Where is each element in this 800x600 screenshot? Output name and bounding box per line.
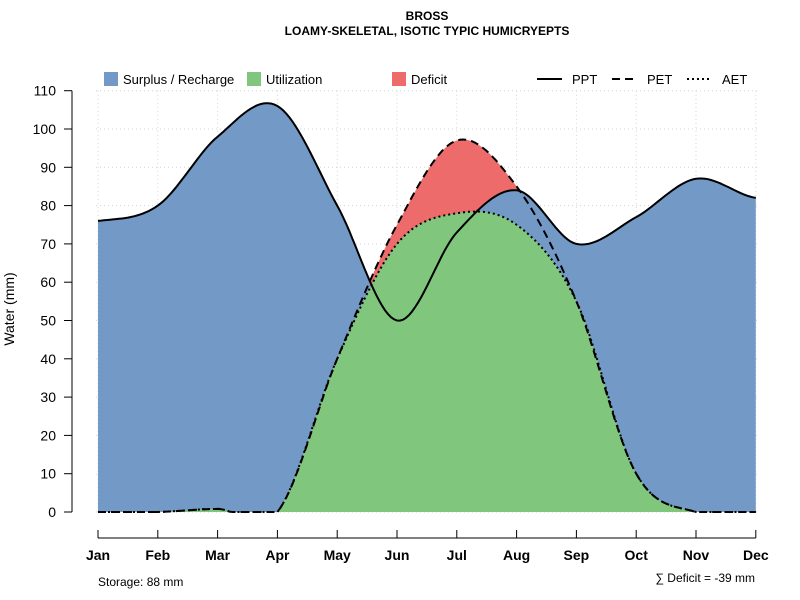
x-tick-label: Apr [265,547,290,563]
chart-title: BROSS [406,9,449,23]
x-axis: Jan Feb Mar Apr May Jun Jul Aug Sep Oct Nov Dec [86,530,769,563]
x-tick-label: Jul [447,547,467,563]
y-tick-label: 70 [40,236,56,252]
series-lines [97,102,756,513]
x-tick-label: Aug [503,547,530,563]
legend-label-pet: PET [647,72,672,87]
y-tick-label: 40 [40,351,56,367]
x-tick-label: Nov [683,547,710,563]
y-tick-label: 0 [48,504,56,520]
utilization-area [98,211,756,512]
legend-swatch-utilization [247,72,261,86]
x-tick-label: May [324,547,351,563]
legend-label-deficit: Deficit [411,72,448,87]
chart-legend: Surplus / Recharge Utilization Deficit P… [104,72,747,87]
y-tick-label: 80 [40,198,56,214]
y-tick-label: 10 [40,466,56,482]
y-tick-label: 110 [34,83,57,99]
x-tick-label: Sep [564,547,590,563]
x-tick-label: Oct [625,547,649,563]
legend-swatch-deficit [392,72,406,86]
x-tick-label: Feb [145,547,170,563]
legend-label-aet: AET [722,72,747,87]
storage-note: Storage: 88 mm [98,575,183,589]
area-fills [98,103,756,512]
legend-label-utilization: Utilization [266,72,322,87]
y-tick-label: 20 [40,427,56,443]
y-tick-label: 50 [40,313,56,329]
x-tick-label: Dec [743,547,769,563]
legend-swatch-surplus [104,72,118,86]
deficit-total-note: ∑ Deficit = -39 mm [655,571,755,585]
series-line-ppt [97,102,756,322]
y-tick-label: 60 [40,274,56,290]
chart-subtitle: LOAMY-SKELETAL, ISOTIC TYPIC HUMICRYEPTS [285,24,570,38]
y-tick-label: 90 [40,159,56,175]
legend-label-surplus: Surplus / Recharge [123,72,234,87]
y-tick-label: 30 [40,389,56,405]
x-tick-label: Mar [205,547,230,563]
legend-label-ppt: PPT [572,72,597,87]
x-tick-label: Jun [385,547,410,563]
y-tick-label: 100 [33,121,57,137]
y-axis-label: Water (mm) [1,272,17,345]
y-axis: 0 10 20 30 40 50 60 70 80 90 100 110 [33,83,73,520]
series-line-aet [98,210,756,513]
x-tick-label: Jan [86,547,110,563]
